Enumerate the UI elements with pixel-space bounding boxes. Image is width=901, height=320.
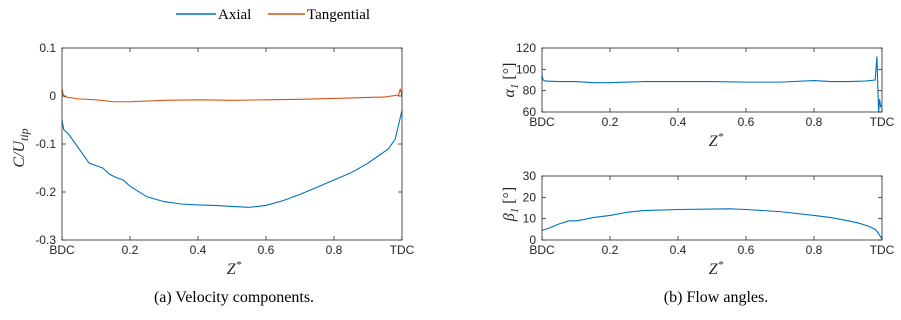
caption-flow-angles: (b) Flow angles.	[664, 289, 768, 306]
x-tick-label: 0.4	[670, 243, 687, 257]
axes-box	[541, 47, 883, 113]
x-tick-label: BDC	[529, 115, 555, 129]
x-tick-label: 0.2	[122, 243, 139, 257]
axes-box	[61, 47, 403, 241]
y-tick-label: 60	[523, 105, 537, 119]
x-tick-label: 0.8	[806, 243, 823, 257]
x-tick-label: TDC	[870, 243, 895, 257]
x-tick-label: 0.2	[602, 243, 619, 257]
x-tick-label: BDC	[529, 243, 555, 257]
series-line-1	[542, 208, 882, 240]
y-axis-label: C/Utip	[11, 128, 31, 167]
x-tick-label: 0.4	[670, 115, 687, 129]
x-tick-label: BDC	[49, 243, 75, 257]
legend-label-axial: Axial	[218, 7, 251, 23]
y-tick-label: -0.3	[35, 233, 56, 247]
x-axis-label: Z*	[709, 259, 724, 278]
x-axis-label: Z*	[227, 259, 242, 278]
x-tick-label: 0.6	[258, 243, 275, 257]
series-line-tangential	[62, 88, 402, 103]
legend: Axial Tangential	[176, 7, 370, 23]
x-tick-label: 0.8	[806, 115, 823, 129]
x-tick-label: 0.2	[602, 115, 619, 129]
caption-velocity-components: (a) Velocity components.	[154, 289, 314, 306]
y-tick-label: 100	[516, 62, 536, 76]
y-tick-label: 20	[523, 190, 537, 204]
y-tick-label: 0	[49, 89, 56, 103]
axes-box	[541, 175, 883, 241]
chart-velocity-components: C/Utip Z* BDC 0.2 0.4 0.6 0.8 TDC 0.1 0 -0.1 -0.2…	[11, 41, 415, 278]
y-axis-label: β1 [°]	[501, 187, 521, 223]
x-tick-label: 0.4	[190, 243, 207, 257]
y-tick-label: -0.2	[35, 185, 56, 199]
x-tick-label: 0.6	[738, 243, 755, 257]
series-line-axial	[62, 110, 402, 208]
series-line-1	[542, 56, 882, 112]
y-tick-label: 0	[529, 233, 536, 247]
x-tick-label: TDC	[870, 115, 895, 129]
x-tick-label: 0.8	[326, 243, 343, 257]
y-tick-label: 0.1	[39, 41, 56, 55]
y-tick-label: -0.1	[35, 137, 56, 151]
legend-label-tangential: Tangential	[307, 7, 370, 23]
x-tick-label: TDC	[390, 243, 415, 257]
chart-beta-angle: β1 [°] Z* BDC 0.2 0.4 0.6 0.8 TDC 30 20 10 0	[501, 169, 895, 278]
x-tick-label: 0.6	[738, 115, 755, 129]
x-axis-label: Z*	[709, 131, 724, 150]
y-tick-label: 80	[523, 84, 537, 98]
y-tick-label: 10	[523, 212, 537, 226]
y-tick-label: 120	[516, 41, 536, 55]
y-tick-label: 30	[523, 169, 537, 183]
